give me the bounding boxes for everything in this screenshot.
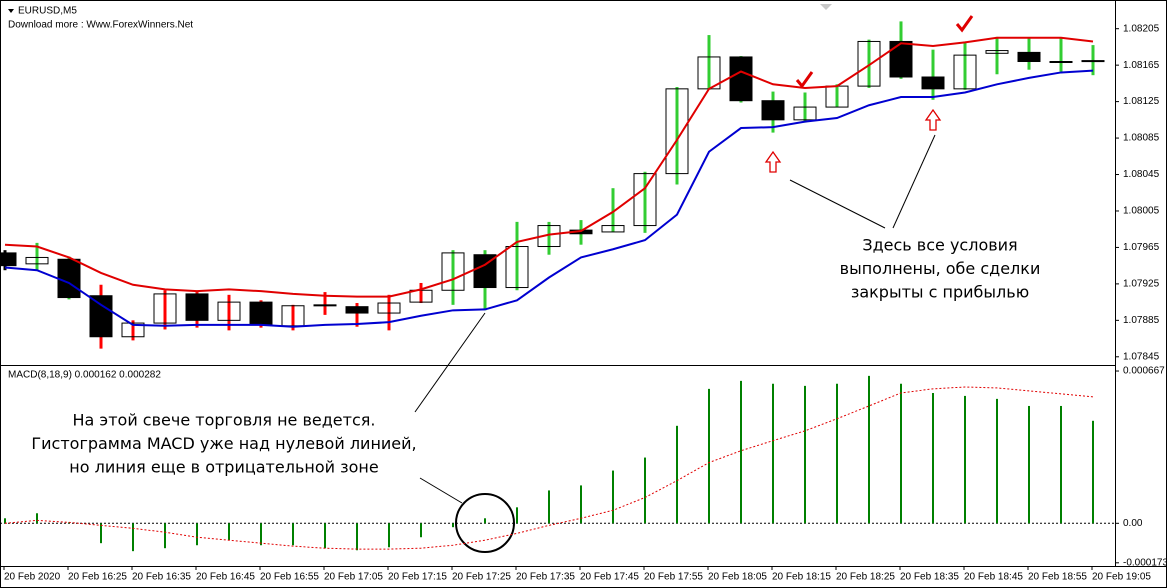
candle-body	[793, 106, 817, 121]
x-tick-label: 20 Feb 2020	[4, 572, 61, 583]
annotation: Гистограмма MACD уже над нулевой линией,	[31, 434, 416, 453]
candle-body	[121, 322, 145, 338]
annotation: но линия еще в отрицательной зоне	[69, 458, 378, 477]
candle-body	[57, 258, 81, 299]
y-tick-label: 0.000667	[1123, 366, 1165, 377]
candle-body	[345, 306, 369, 314]
candle-body	[505, 246, 529, 289]
candle-body	[25, 256, 49, 265]
menu-marker	[8, 9, 14, 13]
candle-body	[761, 100, 785, 121]
x-tick-label: 20 Feb 17:45	[580, 572, 639, 583]
annotation: На этой свече торговля не ведется.	[73, 411, 376, 430]
candle-body	[0, 252, 17, 267]
candle-body	[153, 293, 177, 324]
candle-body	[601, 225, 625, 233]
callout-line	[414, 312, 486, 413]
callout-line	[789, 179, 886, 229]
candle-body	[633, 173, 657, 227]
candle-body	[665, 88, 689, 175]
up-arrow	[924, 108, 942, 131]
y-tick-label: 1.08205	[1123, 23, 1160, 34]
x-tick-label: 20 Feb 18:15	[772, 572, 831, 583]
candle-body	[377, 302, 401, 314]
candle-body	[89, 295, 113, 338]
candle-body	[857, 40, 881, 87]
x-tick-label: 20 Feb 16:25	[68, 572, 127, 583]
callout-line	[892, 134, 936, 229]
y-tick-label: 1.08085	[1123, 133, 1160, 144]
up-arrow	[764, 150, 782, 173]
chart-subtitle: Download more : Www.ForexWinners.Net	[8, 20, 193, 31]
candle-body	[953, 54, 977, 90]
y-tick-label: 1.07885	[1123, 315, 1160, 326]
x-tick-label: 20 Feb 18:35	[900, 572, 959, 583]
y-tick-label: 1.07845	[1123, 351, 1160, 362]
y-tick-label: 1.08005	[1123, 206, 1160, 217]
signal-line	[4, 386, 1094, 550]
chart-title: EURUSD,M5	[18, 6, 77, 17]
x-tick-label: 20 Feb 18:55	[1028, 572, 1087, 583]
y-tick-label: 1.08165	[1123, 60, 1160, 71]
candle-body	[1081, 60, 1105, 63]
candle-body	[473, 254, 497, 289]
x-tick-label: 20 Feb 17:15	[388, 572, 447, 583]
checkmark	[955, 15, 974, 33]
y-tick-label: 0.00	[1123, 518, 1143, 529]
annotation: Здесь все условия	[862, 236, 1017, 255]
candle-body	[1049, 61, 1073, 64]
x-tick-label: 20 Feb 18:25	[836, 572, 895, 583]
candle-body	[1017, 51, 1041, 63]
y-tick-label: 1.07925	[1123, 279, 1160, 290]
x-tick-label: 20 Feb 16:45	[196, 572, 255, 583]
x-tick-label: 20 Feb 16:55	[260, 572, 319, 583]
callout-line	[419, 477, 463, 504]
candle-body	[185, 293, 209, 321]
annotation: выполнены, обе сделки	[840, 259, 1041, 278]
candle-body	[537, 225, 561, 248]
checkmarks	[795, 15, 974, 89]
x-tick-label: 20 Feb 18:05	[708, 572, 767, 583]
y-tick-label: 1.07965	[1123, 242, 1160, 253]
checkmark	[795, 71, 814, 89]
x-tick-label: 20 Feb 16:35	[132, 572, 191, 583]
y-tick-label: 1.08125	[1123, 96, 1160, 107]
candle-body	[889, 40, 913, 78]
candle-body	[729, 56, 753, 102]
band-line	[4, 36, 1094, 298]
x-tick-label: 20 Feb 17:25	[452, 572, 511, 583]
candle-body	[313, 304, 337, 307]
x-tick-label: 20 Feb 17:35	[516, 572, 575, 583]
shift-marker	[820, 4, 832, 10]
macd-title: MACD(8,18,9) 0.000162 0.000282	[8, 370, 161, 381]
y-tick-label: 1.08045	[1123, 169, 1160, 180]
annotation: закрыты с прибылью	[851, 283, 1029, 302]
x-tick-label: 20 Feb 17:05	[324, 572, 383, 583]
x-tick-label: 20 Feb 18:45	[964, 572, 1023, 583]
candle-body	[249, 301, 273, 326]
y-tick-label: -0.000173	[1123, 557, 1167, 568]
candle-body	[985, 50, 1009, 54]
candle-body	[217, 301, 241, 321]
entry-arrows	[764, 108, 942, 173]
candle-body	[921, 76, 945, 90]
x-tick-label: 20 Feb 19:05	[1092, 572, 1151, 583]
band-line	[4, 69, 1094, 328]
x-tick-label: 20 Feb 17:55	[644, 572, 703, 583]
candle-body	[441, 252, 465, 291]
